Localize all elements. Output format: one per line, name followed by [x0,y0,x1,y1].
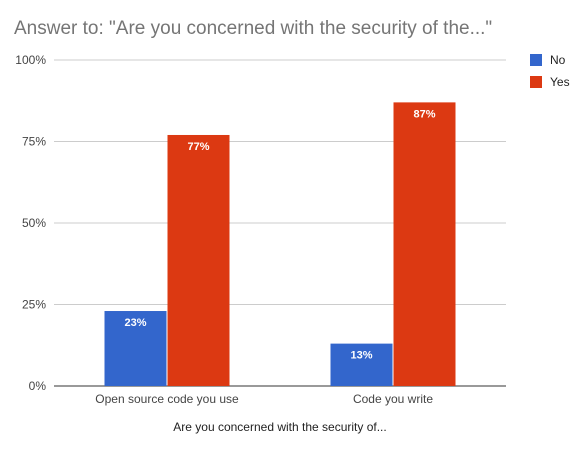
bar-no-1 [104,311,167,386]
y-tick-label: 50% [22,216,46,230]
bar-no-2 [330,343,393,386]
bars: 23% 77% 13% 87% [104,102,456,386]
data-label: 77% [187,141,209,153]
legend-swatch-yes [530,76,542,88]
data-label: 23% [124,317,146,329]
x-axis-title: Are you concerned with the security of..… [173,420,386,434]
legend: No Yes [530,53,570,89]
bar-yes-2 [393,102,456,386]
x-axis: Open source code you use Code you write [95,392,433,406]
legend-swatch-no [530,54,542,66]
y-tick-label: 100% [15,53,46,67]
bar-yes-1 [167,134,230,386]
chart-title: Answer to: "Are you concerned with the s… [14,18,492,39]
y-tick-label: 75% [22,135,46,149]
y-tick-label: 25% [22,298,46,312]
data-label: 13% [350,350,372,362]
y-axis: 0% 25% 50% 75% 100% [15,53,46,393]
x-tick-label: Open source code you use [95,392,239,406]
data-label: 87% [413,108,435,120]
x-tick-label: Code you write [353,392,433,406]
legend-label-no: No [550,53,566,67]
y-tick-label: 0% [29,379,47,393]
legend-label-yes: Yes [550,75,570,89]
